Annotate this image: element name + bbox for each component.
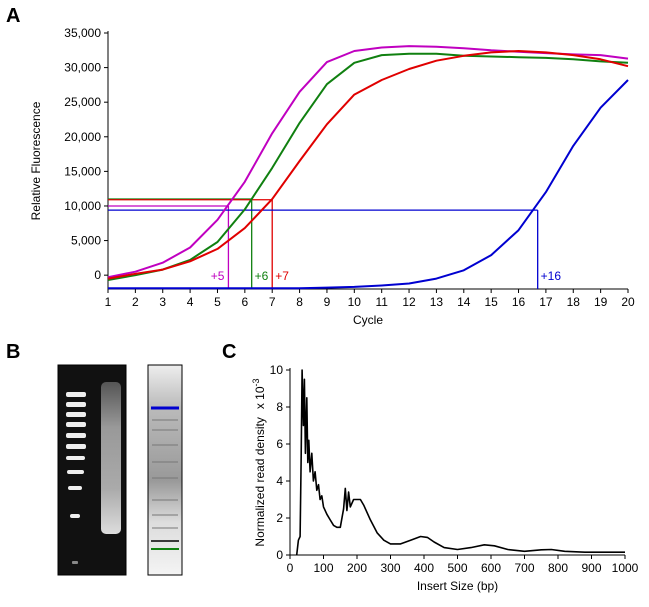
threshold-label: +16	[541, 269, 562, 283]
x-tick-label: 8	[296, 295, 303, 309]
y-axis-scale: x 10	[253, 386, 267, 409]
y-tick-label: 8	[276, 400, 283, 414]
x-tick-label: 500	[447, 561, 467, 575]
y-tick-label: 30,000	[64, 61, 101, 75]
x-tick-label: 600	[481, 561, 501, 575]
panel-label: C	[222, 341, 236, 363]
x-tick-label: 16	[512, 295, 526, 309]
data-line	[108, 79, 629, 290]
x-tick-label: 19	[594, 295, 608, 309]
y-axis-exponent: -3	[251, 378, 261, 386]
x-tick-label: 18	[567, 295, 581, 309]
y-tick-label: 20,000	[64, 130, 101, 144]
x-axis-label: Cycle	[353, 313, 383, 327]
x-tick-label: 11	[375, 295, 388, 309]
x-tick-label: 4	[187, 295, 194, 309]
x-tick-label: 7	[269, 295, 276, 309]
y-tick-label: 5,000	[71, 234, 101, 248]
y-tick-label: 4	[276, 474, 283, 488]
threshold-label: +5	[211, 269, 225, 283]
y-tick-label: 35,000	[64, 26, 101, 40]
y-tick-label: 25,000	[64, 95, 101, 109]
data-line	[107, 50, 629, 280]
x-tick-label: 1000	[612, 561, 639, 575]
x-tick-label: 400	[414, 561, 434, 575]
panel-label: A	[6, 5, 20, 27]
y-tick-label: 0	[276, 548, 283, 562]
x-tick-label: 900	[581, 561, 601, 575]
y-axis-label: Normalized read density x 10-3	[251, 378, 267, 546]
x-tick-label: 6	[241, 295, 248, 309]
x-tick-label: 9	[324, 295, 331, 309]
x-axis-label: Insert Size (bp)	[417, 579, 498, 593]
y-tick-label: 6	[276, 437, 283, 451]
x-tick-label: 3	[159, 295, 166, 309]
x-tick-label: 14	[457, 295, 471, 309]
y-tick-label: 10	[270, 363, 284, 377]
x-tick-label: 700	[514, 561, 534, 575]
y-axis-label-text: Normalized read density	[253, 417, 267, 546]
x-tick-label: 12	[402, 295, 416, 309]
threshold-label: +6	[255, 269, 269, 283]
x-tick-label: 1	[105, 295, 112, 309]
y-axis-label-text: Relative Fluorescence	[29, 101, 43, 220]
y-axis-label: Relative Fluorescence	[29, 101, 43, 220]
x-tick-label: 200	[347, 561, 367, 575]
virtual-gel	[147, 364, 183, 576]
x-tick-label: 0	[287, 561, 294, 575]
x-tick-label: 20	[621, 295, 635, 309]
x-tick-label: 800	[548, 561, 568, 575]
panel-label: B	[6, 341, 20, 363]
y-tick-label: 15,000	[64, 164, 101, 178]
x-tick-label: 5	[214, 295, 221, 309]
x-tick-label: 10	[348, 295, 362, 309]
x-tick-label: 13	[430, 295, 444, 309]
gel-image	[57, 364, 127, 576]
x-tick-label: 17	[539, 295, 553, 309]
data-line	[107, 52, 629, 281]
x-tick-label: 100	[313, 561, 333, 575]
x-tick-label: 15	[484, 295, 498, 309]
threshold-label: +7	[275, 269, 289, 283]
y-tick-label: 10,000	[64, 199, 101, 213]
x-tick-label: 300	[380, 561, 400, 575]
y-tick-label: 2	[276, 511, 283, 525]
x-tick-label: 2	[132, 295, 139, 309]
data-line	[295, 369, 625, 556]
y-tick-label: 0	[94, 268, 101, 282]
